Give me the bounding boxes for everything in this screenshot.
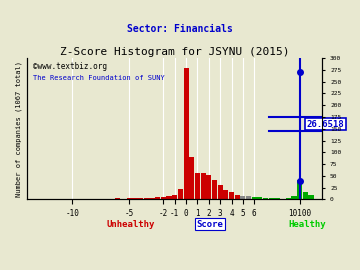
Bar — [161, 197, 166, 199]
Bar — [240, 195, 246, 199]
Bar — [144, 198, 149, 199]
Bar — [138, 198, 143, 199]
Bar — [269, 198, 274, 199]
Text: Healthy: Healthy — [288, 220, 326, 229]
Bar — [201, 173, 206, 199]
Bar — [309, 195, 314, 199]
Text: ©www.textbiz.org: ©www.textbiz.org — [33, 62, 107, 71]
Title: Z-Score Histogram for JSYNU (2015): Z-Score Histogram for JSYNU (2015) — [60, 48, 289, 58]
Bar — [217, 185, 223, 199]
Bar — [223, 190, 228, 199]
Bar — [292, 196, 297, 199]
Text: Unhealthy: Unhealthy — [107, 220, 155, 229]
Bar — [206, 175, 211, 199]
Bar — [149, 198, 154, 199]
Bar — [297, 180, 302, 199]
Bar — [132, 198, 138, 199]
Text: The Research Foundation of SUNY: The Research Foundation of SUNY — [33, 75, 165, 81]
Bar — [303, 192, 308, 199]
Bar — [189, 157, 194, 199]
Bar — [257, 197, 262, 199]
Bar — [212, 180, 217, 199]
Bar — [155, 197, 160, 199]
Text: Score: Score — [196, 220, 223, 229]
Bar — [166, 195, 172, 199]
Bar — [286, 198, 291, 199]
Text: Sector: Financials: Sector: Financials — [127, 24, 233, 34]
Bar — [252, 197, 257, 199]
Bar — [172, 195, 177, 199]
Bar — [178, 189, 183, 199]
Bar — [246, 197, 251, 199]
Bar — [274, 198, 279, 199]
Bar — [229, 192, 234, 199]
Y-axis label: Number of companies (1067 total): Number of companies (1067 total) — [15, 61, 22, 197]
Bar — [115, 198, 121, 199]
Bar — [235, 195, 240, 199]
Bar — [184, 68, 189, 199]
Bar — [127, 198, 132, 199]
Bar — [195, 173, 200, 199]
Text: 26.6518: 26.6518 — [306, 120, 344, 129]
Bar — [263, 198, 268, 199]
